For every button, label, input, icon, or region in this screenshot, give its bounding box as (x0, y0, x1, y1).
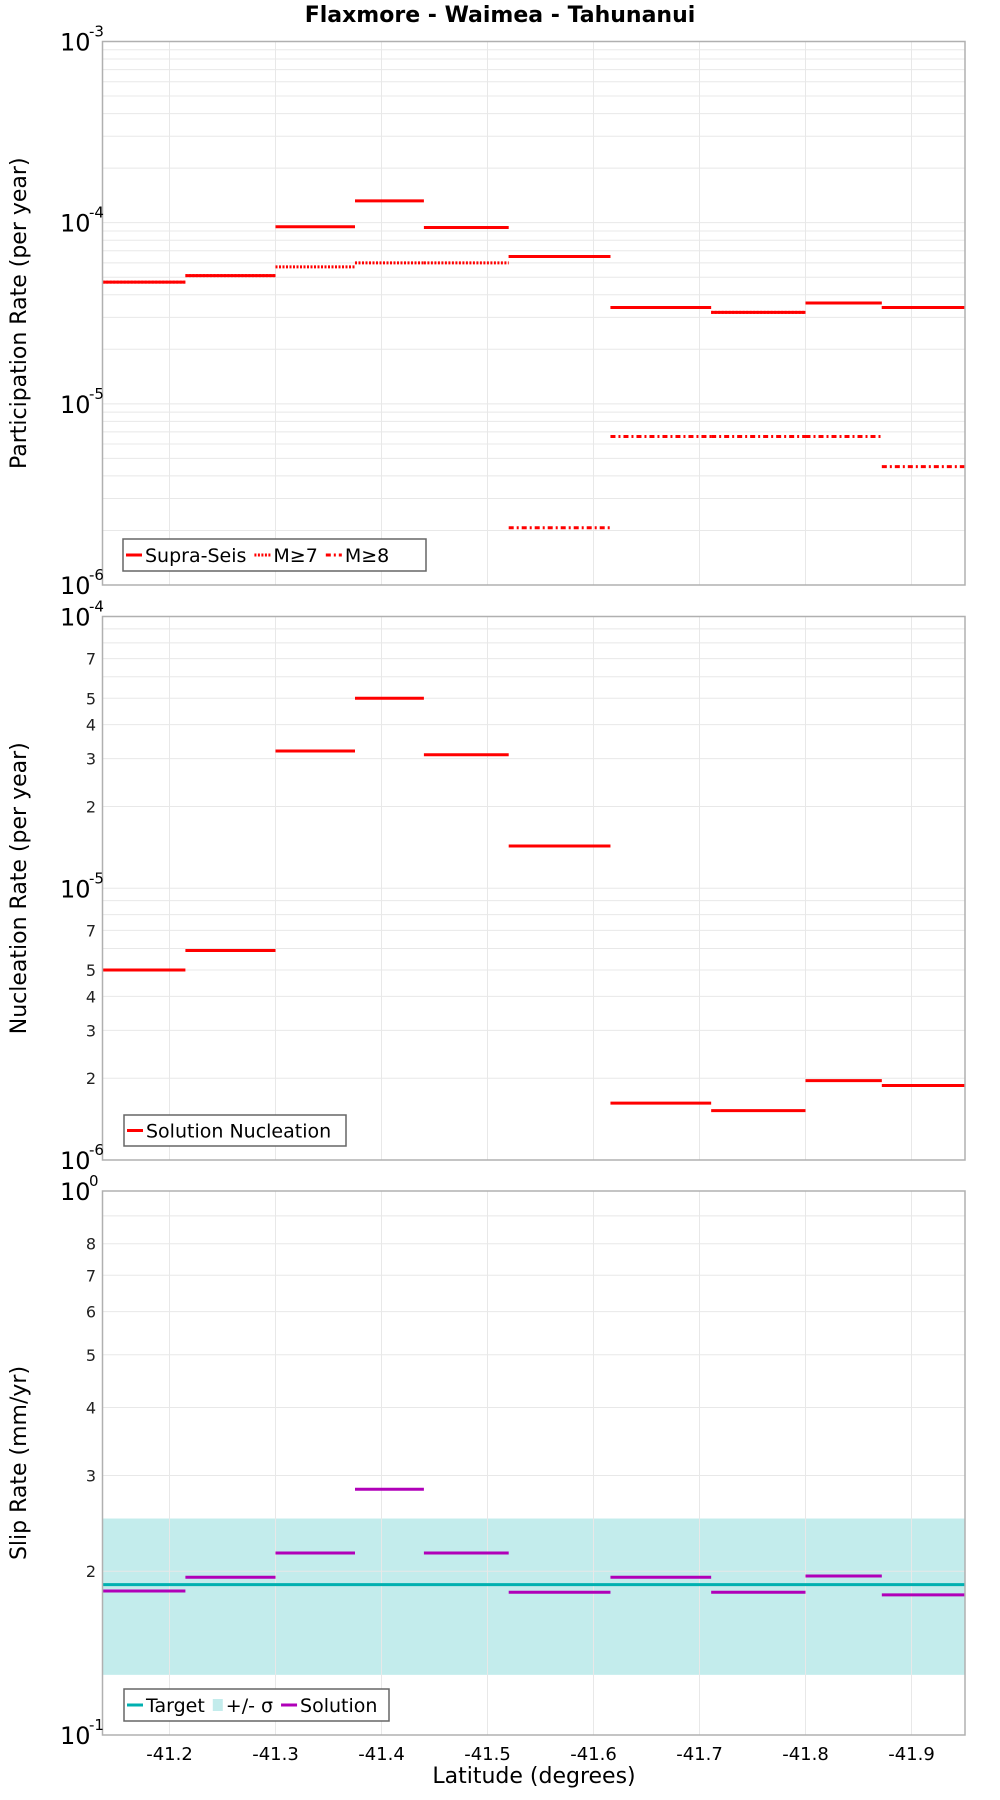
gridlines (102, 1191, 965, 1736)
y-tick-label: 10 (60, 210, 91, 238)
y-tick-exponent: 0 (89, 1172, 99, 1190)
legend-box (123, 1688, 390, 1722)
plot-area (102, 41, 965, 585)
legend-label: +/- σ (226, 1695, 273, 1717)
legend-box (123, 1114, 347, 1147)
y-minor-tick-label: 2 (86, 1562, 96, 1581)
y-minor-tick-label: 3 (86, 1466, 96, 1485)
plot-frame (101, 40, 966, 586)
plot-frame (101, 1190, 966, 1736)
legend: Solution Nucleation (123, 1114, 347, 1147)
x-axis-label: Latitude (degrees) (432, 1764, 635, 1789)
sigma-band (102, 1518, 965, 1675)
y-tick-label: 10 (60, 1722, 91, 1750)
gridlines (102, 616, 965, 1161)
y-minor-tick-label: 2 (86, 1069, 96, 1088)
legend-label: M≥7 (273, 545, 317, 567)
y-tick-label: 10 (60, 572, 91, 600)
chart-title: Flaxmore - Waimea - Tahunanui (305, 3, 696, 28)
y-tick-exponent: -6 (89, 1141, 104, 1159)
y-tick-label: 10 (60, 391, 91, 419)
series-m-8 (508, 435, 965, 530)
x-tick-label: -41.2 (146, 1744, 193, 1765)
gridlines (102, 41, 965, 586)
series-solution-nucleation (102, 696, 965, 1113)
y-minor-tick-label: 4 (86, 1398, 96, 1417)
y-tick-exponent: -6 (89, 566, 104, 584)
x-axis-ticks: -41.2 -41.3 -41.4 -41.5 -41.6 -41.7 -41.8 -41.9 (146, 1744, 935, 1765)
series-m-7 (102, 255, 965, 314)
y-minor-tick-label: 5 (86, 1346, 96, 1365)
series-solution (102, 1487, 965, 1597)
x-tick-label: -41.4 (358, 1744, 405, 1765)
legend: Target +/- σ Solution (123, 1688, 390, 1722)
y-tick-label: 10 (60, 1147, 91, 1175)
y-minor-tick-label: 3 (86, 1021, 96, 1040)
x-tick-label: -41.6 (570, 1744, 617, 1765)
y-minor-tick-label: 7 (86, 1266, 96, 1285)
y-minor-tick-label: 7 (86, 650, 96, 669)
y-tick-exponent: -1 (89, 1716, 104, 1734)
y-tick-exponent: -3 (89, 23, 104, 41)
y-tick-label: 10 (60, 1178, 91, 1206)
x-tick-label: -41.5 (464, 1744, 511, 1765)
y-tick-exponent: -4 (89, 204, 104, 222)
y-minor-tick-label: 2 (86, 797, 96, 816)
y-axis-label: Participation Rate (per year) (7, 157, 32, 469)
y-tick-exponent: -5 (89, 385, 104, 403)
legend: Supra-Seis M≥7 M≥8 (122, 538, 427, 572)
y-minor-tick-label: 6 (86, 1303, 96, 1322)
y-tick-label: 10 (60, 604, 91, 632)
y-tick-label: 10 (60, 875, 91, 903)
legend-label: Supra-Seis (145, 545, 246, 567)
legend-box (122, 538, 427, 572)
legend-label: Target (145, 1695, 205, 1717)
plot-frame (101, 615, 966, 1161)
y-minor-tick-label: 7 (86, 921, 96, 940)
y-minor-tick-label: 3 (86, 750, 96, 769)
y-tick-exponent: -5 (89, 869, 104, 887)
x-tick-label: -41.8 (782, 1744, 829, 1765)
y-minor-tick-label: 4 (86, 716, 96, 735)
y-minor-tick-label: 4 (86, 987, 96, 1006)
y-tick-exponent: -4 (89, 598, 104, 616)
x-tick-label: -41.3 (252, 1744, 299, 1765)
y-tick-label: 10 (60, 29, 91, 57)
y-axis-label: Slip Rate (mm/yr) (7, 1366, 32, 1560)
legend-label: Solution (300, 1695, 377, 1717)
y-minor-tick-label: 8 (86, 1235, 96, 1254)
y-minor-tick-label: 5 (86, 689, 96, 708)
legend-label: M≥8 (345, 545, 389, 567)
x-tick-label: -41.9 (888, 1744, 935, 1765)
y-minor-tick-label: 5 (86, 961, 96, 980)
legend-swatch-band (212, 1699, 223, 1711)
x-tick-label: -41.7 (676, 1744, 723, 1765)
y-axis-label: Nucleation Rate (per year) (7, 742, 32, 1034)
legend-label: Solution Nucleation (146, 1121, 331, 1143)
